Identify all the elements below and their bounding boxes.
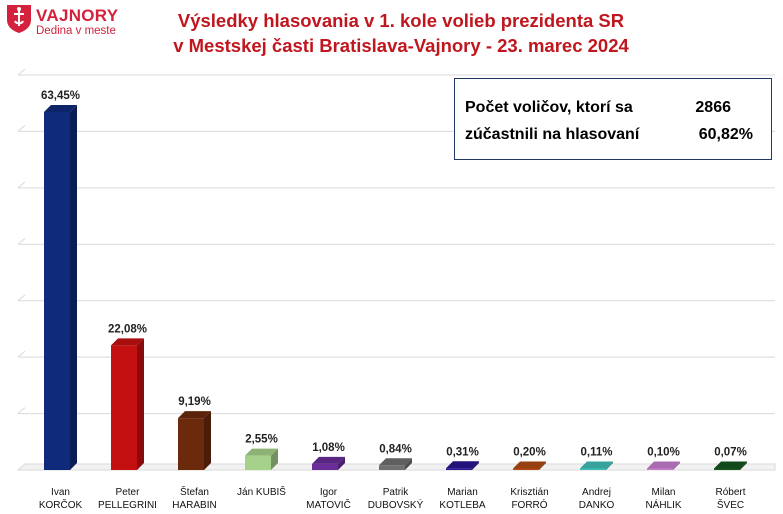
category-label-line: Róbert	[715, 487, 746, 498]
gridline-depth	[17, 407, 26, 414]
category-label: Patrik DUBOVSKÝ	[361, 486, 431, 512]
chart-title-line-1: Výsledky hlasovania v 1. kole volieb pre…	[177, 10, 625, 31]
bar	[513, 468, 539, 470]
category-label-line: Igor	[319, 487, 338, 498]
data-label: 9,19%	[178, 396, 211, 408]
category-label-line: MATOVIČ	[306, 500, 351, 511]
category-label-line: Štefan	[180, 487, 209, 498]
category-label-line: DUBOVSKÝ	[367, 500, 424, 511]
chart-title: Výsledky hlasovania v 1. kole volieb pre…	[136, 8, 666, 58]
category-label-line: KOTLEBA	[439, 500, 486, 511]
category-label-line: Peter	[115, 487, 140, 498]
data-label: 22,08%	[108, 323, 147, 335]
category-label: Igor MATOVIČ	[294, 486, 364, 512]
bar	[111, 345, 137, 470]
bar	[379, 465, 405, 470]
gridline-depth	[17, 125, 26, 132]
category-label-line: PELLEGRINI	[98, 500, 157, 511]
category-label: Peter PELLEGRINI	[93, 486, 163, 512]
category-label-line: Marian	[447, 487, 478, 498]
gridline-depth	[17, 294, 26, 302]
category-label: Milan NÁHLIK	[629, 486, 699, 512]
turnout-info-box: Počet voličov, ktorí sa 2866 zúčastnili …	[454, 78, 772, 160]
data-label: 0,07%	[714, 447, 747, 459]
bar-top	[312, 456, 345, 464]
gridline-depth	[17, 181, 26, 189]
bar-side	[204, 411, 211, 470]
bar-side	[740, 461, 747, 470]
bar	[312, 463, 338, 470]
bar-side	[70, 104, 77, 470]
category-label-line: KORČOK	[38, 500, 83, 511]
category-label-line: FORRÓ	[511, 500, 548, 511]
bar-side	[539, 461, 546, 470]
bar	[245, 455, 271, 470]
data-label: 2,55%	[245, 434, 278, 446]
bar-side	[606, 461, 613, 470]
bar-side	[137, 338, 144, 470]
data-label: 63,45%	[41, 90, 80, 102]
bar	[446, 468, 472, 470]
category-label-line: Milan	[651, 487, 676, 498]
vajnory-logo: VAJNORY Dedina v meste	[6, 4, 136, 38]
logo-subtitle: Dedina v meste	[36, 25, 116, 37]
gridline-depth	[17, 237, 26, 245]
bar	[580, 468, 606, 470]
gridline-depth	[17, 350, 26, 358]
bar-top	[245, 448, 278, 456]
turnout-percent: 60,82%	[698, 126, 753, 143]
category-label-line: ŠVEC	[716, 500, 745, 511]
bar-top	[446, 461, 479, 469]
bar-side	[338, 456, 345, 470]
data-label: 0,10%	[647, 447, 680, 459]
category-label: Andrej DANKO	[562, 486, 632, 512]
bar-top	[178, 411, 211, 419]
bar-side	[271, 448, 278, 470]
bar-side	[405, 458, 412, 470]
category-label-line: Patrik	[382, 487, 409, 498]
chart-title-line-2: v Mestskej časti Bratislava-Vajnory - 23…	[173, 35, 629, 56]
turnout-label: zúčastnili na hlasovaní	[465, 126, 640, 143]
data-label: 0,20%	[513, 447, 546, 459]
bar-side	[472, 461, 479, 470]
bar	[714, 468, 740, 470]
bar	[44, 111, 70, 470]
voters-label: Počet voličov, ktorí sa	[465, 99, 633, 116]
category-label: Marian KOTLEBA	[428, 486, 498, 512]
bar	[178, 418, 204, 470]
category-label-line: Ivan	[51, 487, 70, 498]
bar-top	[580, 461, 613, 469]
category-label: Krisztián FORRÓ	[495, 486, 565, 512]
data-label: 1,08%	[312, 442, 345, 454]
bar-top	[647, 461, 680, 469]
bar-side	[673, 461, 680, 470]
bar-top	[513, 461, 546, 469]
logo-name: VAJNORY	[36, 6, 119, 25]
category-label: Štefan HARABIN	[160, 486, 230, 512]
bar-top	[44, 104, 77, 112]
coat-of-arms-icon	[7, 5, 31, 33]
category-label-line: HARABIN	[172, 500, 217, 511]
data-label: 0,11%	[581, 447, 613, 459]
bar-top	[379, 458, 412, 466]
category-label-line: Krisztián	[510, 487, 549, 498]
category-label-line: Ján KUBIŠ	[237, 487, 286, 498]
category-label: Ján KUBIŠ	[227, 486, 297, 499]
bar-top	[111, 338, 144, 346]
data-label: 0,84%	[379, 443, 412, 455]
category-label-line: Andrej	[582, 487, 611, 498]
voters-count: 2866	[695, 99, 731, 116]
gridline-depth	[17, 68, 26, 76]
category-label: Ivan KORČOK	[26, 486, 96, 512]
bar	[647, 468, 673, 470]
bar-top	[714, 461, 747, 469]
category-label: Róbert ŠVEC	[696, 486, 766, 512]
data-label: 0,31%	[446, 446, 479, 458]
category-label-line: DANKO	[578, 500, 615, 511]
category-label-line: NÁHLIK	[645, 500, 682, 511]
